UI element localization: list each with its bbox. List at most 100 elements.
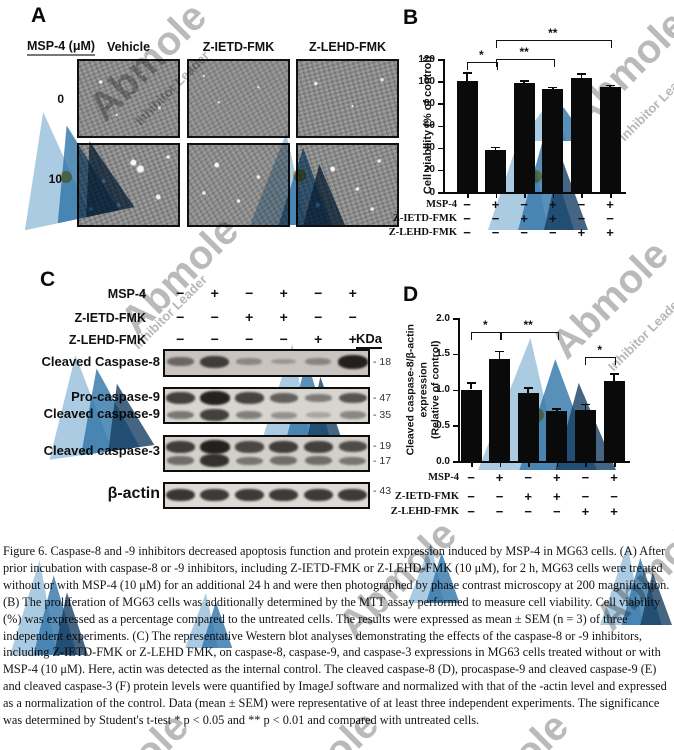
blot-band [166, 456, 194, 466]
bar [570, 77, 592, 192]
y-tick-label: 2.0 [436, 312, 450, 324]
panel-b-label: B [403, 6, 419, 29]
blot-box-caspase-9 [163, 387, 370, 424]
chart-B-x-axis [443, 192, 626, 194]
blot-band [200, 488, 230, 502]
treatment-cell: + [549, 211, 557, 226]
error-bar [584, 403, 587, 411]
treatment-cell: − [495, 504, 504, 519]
treatment-cell: − [495, 489, 504, 504]
y-tick-label: 1.5 [436, 348, 450, 360]
c-treatment-cell: + [314, 331, 323, 347]
blot-band [236, 358, 263, 365]
c-treatment-cell: + [348, 331, 357, 347]
y-tick [453, 318, 458, 320]
treatment-cell: + [581, 504, 590, 519]
bar [546, 410, 568, 461]
blot-label-cleaved-caspase-3: Cleaved caspase-3 [43, 443, 160, 458]
error-bar-cap [605, 84, 615, 87]
panel-d-label: D [403, 283, 419, 306]
chart-d-y-axis-label-line1: Cleaved caspase-8/β-actin [404, 324, 417, 456]
treatment-cell: − [581, 489, 590, 504]
x-tick [556, 462, 559, 467]
treatment-cell: − [463, 225, 471, 240]
blot-band [200, 409, 230, 422]
significance-label: ** [548, 26, 558, 41]
blot-band [235, 441, 264, 453]
blot-band [269, 488, 299, 502]
treatment-label: Z-IETD-FMK [392, 213, 457, 224]
blot-band [337, 354, 368, 369]
x-tick [524, 193, 526, 198]
treatment-cell: − [467, 504, 475, 519]
treatment-label: Z-LEHD-FMK [388, 227, 457, 238]
c-treatment-label-zietd: Z-IETD-FMK [74, 311, 146, 325]
blot-label-cleaved-caspase-8: Cleaved Caspase-8 [41, 354, 160, 369]
treatment-cell: + [610, 504, 618, 519]
blot-band [338, 392, 367, 404]
c-treatment-label-zlehd: Z-LEHD-FMK [68, 333, 146, 347]
y-tick [438, 169, 443, 172]
x-tick [528, 462, 530, 467]
y-tick [453, 461, 458, 463]
blot-band [199, 439, 230, 454]
blot-band [165, 392, 195, 405]
treatment-cell: − [581, 470, 590, 485]
blot-band [269, 393, 298, 404]
x-tick [585, 462, 587, 467]
micrograph-zietd-10 [187, 143, 290, 227]
x-tick [495, 193, 498, 198]
micrograph-vehicle-10 [77, 143, 180, 227]
c-treatment-cell: − [210, 331, 219, 347]
error-bar-cap [576, 73, 586, 75]
error-bar-cap [580, 403, 590, 406]
y-tick-label: 0.5 [436, 419, 450, 431]
blot-band [339, 456, 367, 466]
treatment-cell: − [549, 225, 557, 240]
error-bar [613, 373, 615, 381]
bar [489, 359, 511, 461]
micrograph-zietd-0 [187, 59, 290, 138]
treatment-cell: − [610, 489, 618, 504]
dose-row-label-10: 10 [48, 172, 62, 186]
blot-band [304, 456, 332, 466]
significance-bracket [585, 357, 616, 366]
micrograph-zlehd-0 [296, 59, 399, 138]
c-treatment-cell: − [348, 309, 357, 325]
bar [517, 393, 539, 461]
y-tick [438, 147, 443, 150]
c-treatment-cell: − [314, 309, 323, 325]
x-tick [614, 462, 616, 467]
x-tick [552, 193, 555, 198]
treatment-cell: + [520, 211, 528, 226]
c-treatment-cell: + [245, 309, 254, 325]
error-bar [523, 80, 525, 84]
dose-axis-label: MSP-4 (μM) [27, 39, 96, 56]
x-tick [581, 193, 583, 198]
blot-band [269, 440, 299, 453]
treatment-cell: + [606, 197, 614, 212]
bar [574, 410, 596, 461]
blot-band [236, 411, 263, 420]
blot-label-cleaved-caspase-9: Cleaved caspase-9 [43, 406, 160, 421]
x-tick [610, 193, 612, 198]
y-tick-label: 0 [429, 186, 435, 198]
treatment-cell: + [606, 225, 614, 240]
error-bar [580, 73, 583, 78]
significance-label: * [482, 317, 488, 332]
chart-B-y-axis [443, 59, 445, 193]
blot-box-beta-actin [163, 482, 370, 509]
error-bar-cap [609, 373, 619, 375]
blot-band [235, 456, 263, 466]
treatment-cell: + [553, 470, 561, 485]
bar [542, 88, 564, 192]
c-treatment-cell: + [279, 309, 288, 325]
c-treatment-cell: + [210, 285, 219, 301]
treatment-cell: − [520, 225, 528, 240]
blot-band [166, 357, 194, 367]
treatment-cell: − [467, 470, 475, 485]
treatment-cell: + [549, 197, 557, 212]
error-bar-cap [519, 80, 529, 82]
y-tick-label: 0.0 [436, 455, 450, 467]
